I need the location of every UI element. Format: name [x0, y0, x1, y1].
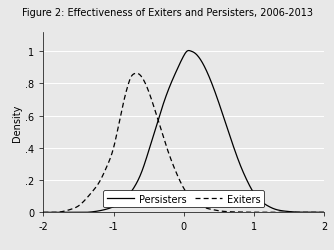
Persisters [187, 50, 191, 53]
Line: Exiters: Exiters [43, 74, 324, 212]
Line: Persisters: Persisters [43, 51, 324, 212]
Exiters [41, 211, 45, 214]
Persisters [234, 154, 238, 156]
Text: Figure 2: Effectiveness of Exiters and Persisters, 2006-2013: Figure 2: Effectiveness of Exiters and P… [21, 8, 313, 18]
Persisters [70, 211, 74, 214]
Legend: Persisters, Exiters: Persisters, Exiters [103, 190, 264, 208]
Persisters [322, 211, 326, 214]
Persisters [155, 124, 159, 126]
Persisters [261, 201, 265, 204]
Exiters [70, 208, 74, 210]
Exiters [165, 148, 169, 151]
Exiters [234, 210, 238, 214]
Y-axis label: Density: Density [12, 104, 22, 141]
Exiters [134, 72, 138, 76]
Exiters [322, 211, 326, 214]
Exiters [261, 211, 265, 214]
Exiters [266, 211, 270, 214]
Persisters [165, 92, 169, 96]
Exiters [155, 116, 159, 119]
Persisters [41, 211, 45, 214]
Persisters [266, 204, 270, 208]
